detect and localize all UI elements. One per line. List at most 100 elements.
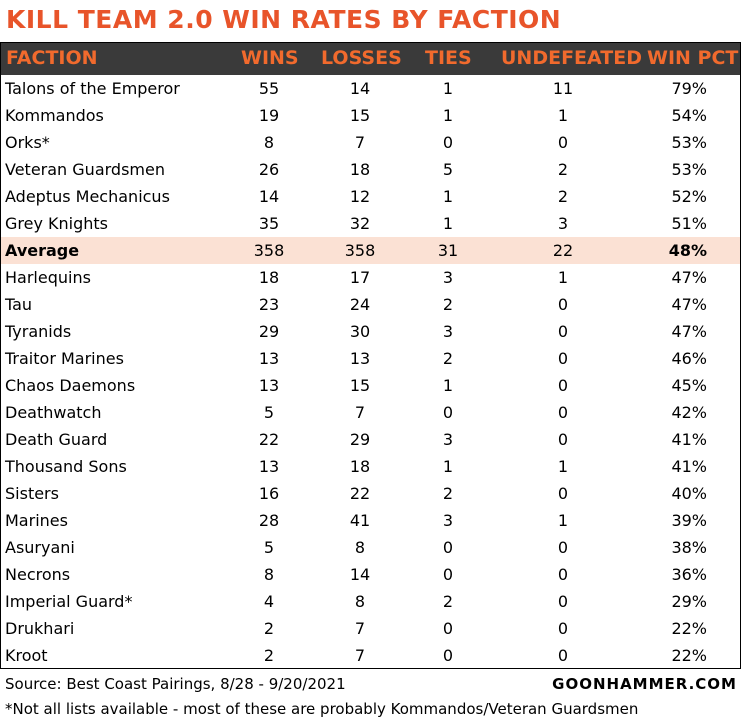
cell-undefeated: 0 [557,538,569,557]
cell-undefeated: 1 [557,106,569,125]
cell-faction: Traitor Marines [5,349,124,368]
average-row: Average 358 358 31 22 48% [1,237,740,264]
cell-undefeated: 0 [557,349,569,368]
table-row: Veteran Guardsmen 26 18 5 2 53% [1,156,740,183]
cell-ties: 1 [442,214,454,233]
cell-undefeated: 1 [557,268,569,287]
cell-wins: 14 [258,187,280,206]
cell-win-pct: 39% [671,511,707,530]
cell-wins: 55 [258,79,280,98]
table-row: Orks* 8 7 0 0 53% [1,129,740,156]
cell-faction: Veteran Guardsmen [5,160,165,179]
cell-ties: 1 [442,376,454,395]
cell-wins: 8 [263,133,275,152]
header-ties: TIES [425,47,472,69]
cell-losses: 24 [349,295,371,314]
cell-losses: 14 [349,565,371,584]
cell-faction: Adeptus Mechanicus [5,187,170,206]
cell-win-pct: 52% [671,187,707,206]
table-row: Marines 28 41 3 1 39% [1,507,740,534]
table-row: Death Guard 22 29 3 0 41% [1,426,740,453]
cell-wins: 13 [258,457,280,476]
table-row: Harlequins 18 17 3 1 47% [1,264,740,291]
cell-ties: 2 [442,592,454,611]
cell-faction: Average [5,241,80,260]
cell-undefeated: 3 [557,214,569,233]
cell-losses: 18 [349,160,371,179]
cell-losses: 8 [354,592,366,611]
table-header-bar [0,42,741,75]
cell-win-pct: 53% [671,160,707,179]
cell-ties: 0 [442,646,454,665]
cell-wins: 23 [258,295,280,314]
cell-win-pct: 45% [671,376,707,395]
brand-label: GOONHAMMER.COM [552,675,737,693]
cell-undefeated: 0 [557,484,569,503]
cell-undefeated: 0 [557,376,569,395]
cell-win-pct: 22% [671,646,707,665]
cell-win-pct: 29% [671,592,707,611]
cell-undefeated: 2 [557,187,569,206]
cell-win-pct: 41% [671,430,707,449]
chart-title: KILL TEAM 2.0 WIN RATES BY FACTION [6,5,562,34]
cell-faction: Tyranids [5,322,72,341]
cell-faction: Sisters [5,484,59,503]
cell-ties: 0 [442,538,454,557]
cell-win-pct: 53% [671,133,707,152]
table-row: Grey Knights 35 32 1 3 51% [1,210,740,237]
cell-losses: 358 [344,241,376,260]
cell-losses: 13 [349,349,371,368]
cell-win-pct: 36% [671,565,707,584]
cell-faction: Kommandos [5,106,104,125]
cell-undefeated: 1 [557,511,569,530]
cell-faction: Necrons [5,565,71,584]
cell-ties: 1 [442,457,454,476]
cell-ties: 3 [442,511,454,530]
header-losses: LOSSES [321,47,402,69]
cell-wins: 2 [263,646,275,665]
cell-ties: 31 [437,241,459,260]
cell-losses: 7 [354,646,366,665]
cell-faction: Deathwatch [5,403,102,422]
cell-losses: 17 [349,268,371,287]
cell-win-pct: 48% [668,241,707,260]
cell-undefeated: 0 [557,646,569,665]
cell-ties: 3 [442,322,454,341]
cell-ties: 3 [442,430,454,449]
cell-ties: 0 [442,619,454,638]
table-row: Chaos Daemons 13 15 1 0 45% [1,372,740,399]
table-row: Thousand Sons 13 18 1 1 41% [1,453,740,480]
cell-ties: 0 [442,403,454,422]
table-row: Tyranids 29 30 3 0 47% [1,318,740,345]
cell-undefeated: 0 [557,295,569,314]
cell-wins: 13 [258,349,280,368]
cell-wins: 18 [258,268,280,287]
cell-wins: 4 [263,592,275,611]
cell-undefeated: 0 [557,322,569,341]
table-row: Asuryani 5 8 0 0 38% [1,534,740,561]
cell-faction: Grey Knights [5,214,109,233]
cell-losses: 30 [349,322,371,341]
cell-ties: 2 [442,295,454,314]
cell-undefeated: 0 [557,430,569,449]
header-undefeated: UNDEFEATED [501,47,642,69]
table-row: Deathwatch 5 7 0 0 42% [1,399,740,426]
cell-wins: 19 [258,106,280,125]
header-win-pct: WIN PCT [647,47,739,69]
cell-undefeated: 22 [552,241,574,260]
table-row: Tau 23 24 2 0 47% [1,291,740,318]
cell-undefeated: 2 [557,160,569,179]
cell-losses: 14 [349,79,371,98]
cell-faction: Kroot [5,646,48,665]
cell-losses: 18 [349,457,371,476]
cell-win-pct: 40% [671,484,707,503]
cell-win-pct: 42% [671,403,707,422]
cell-win-pct: 47% [671,268,707,287]
table-row: Traitor Marines 13 13 2 0 46% [1,345,740,372]
cell-faction: Harlequins [5,268,91,287]
cell-ties: 1 [442,79,454,98]
cell-ties: 0 [442,133,454,152]
cell-ties: 2 [442,484,454,503]
cell-losses: 7 [354,133,366,152]
cell-win-pct: 22% [671,619,707,638]
